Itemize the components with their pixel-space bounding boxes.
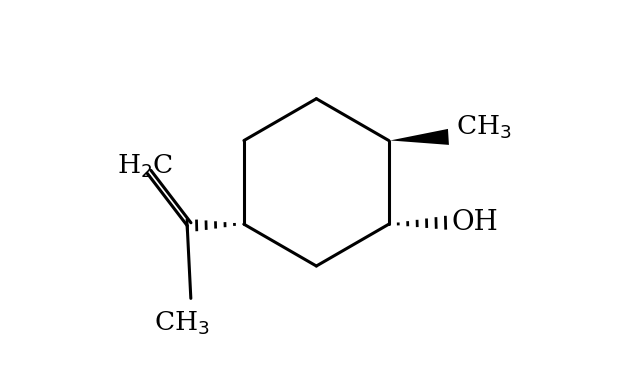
Text: OH: OH bbox=[451, 209, 498, 236]
Text: CH$_3$: CH$_3$ bbox=[154, 309, 209, 337]
Text: CH$_3$: CH$_3$ bbox=[456, 114, 511, 141]
Text: H$_2$C: H$_2$C bbox=[116, 152, 173, 180]
Polygon shape bbox=[390, 129, 449, 145]
